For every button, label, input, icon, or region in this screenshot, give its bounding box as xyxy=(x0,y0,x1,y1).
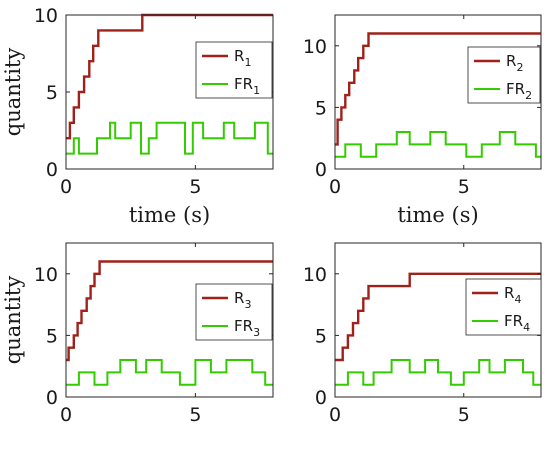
series-line-fr_1 xyxy=(66,121,273,155)
x-tick-label: 5 xyxy=(458,404,470,426)
y-tick-label: 5 xyxy=(46,82,58,104)
legend-box xyxy=(465,278,542,336)
series-line-r_4 xyxy=(335,272,541,362)
x-tick-label: 0 xyxy=(60,404,72,426)
y-tick-label: 0 xyxy=(46,159,58,181)
series-line-r_3 xyxy=(66,260,273,362)
y-axis-label: quantity xyxy=(1,276,25,365)
y-tick-label: 10 xyxy=(34,5,58,27)
legend-box xyxy=(195,283,273,341)
y-tick-label: 5 xyxy=(315,325,327,347)
x-tick-label: 0 xyxy=(329,176,341,198)
y-tick-label: 10 xyxy=(34,264,58,286)
y-tick-label: 5 xyxy=(315,97,327,119)
series-line-fr_4 xyxy=(335,359,541,386)
x-axis-label: time (s) xyxy=(397,203,478,227)
series-line-r_1 xyxy=(66,13,273,140)
y-tick-label: 10 xyxy=(303,264,327,286)
x-tick-label: 5 xyxy=(189,404,201,426)
x-tick-label: 0 xyxy=(60,176,72,198)
y-tick-label: 0 xyxy=(46,387,58,409)
y-tick-label: 5 xyxy=(46,325,58,347)
x-tick-label: 5 xyxy=(189,176,201,198)
y-tick-label: 0 xyxy=(315,387,327,409)
x-tick-label: 5 xyxy=(458,176,470,198)
plot-frame xyxy=(65,242,274,398)
y-axis-label: quantity xyxy=(1,48,25,137)
series-line-r_2 xyxy=(335,32,541,146)
series-line-fr_2 xyxy=(335,131,541,158)
x-tick-label: 0 xyxy=(329,404,341,426)
y-tick-label: 10 xyxy=(303,36,327,58)
legend-box xyxy=(195,41,273,99)
series-line-fr_3 xyxy=(66,359,273,386)
legend-box xyxy=(467,46,541,104)
y-tick-label: 0 xyxy=(315,159,327,181)
x-axis-label: time (s) xyxy=(129,203,210,227)
plot-frame xyxy=(334,14,542,170)
